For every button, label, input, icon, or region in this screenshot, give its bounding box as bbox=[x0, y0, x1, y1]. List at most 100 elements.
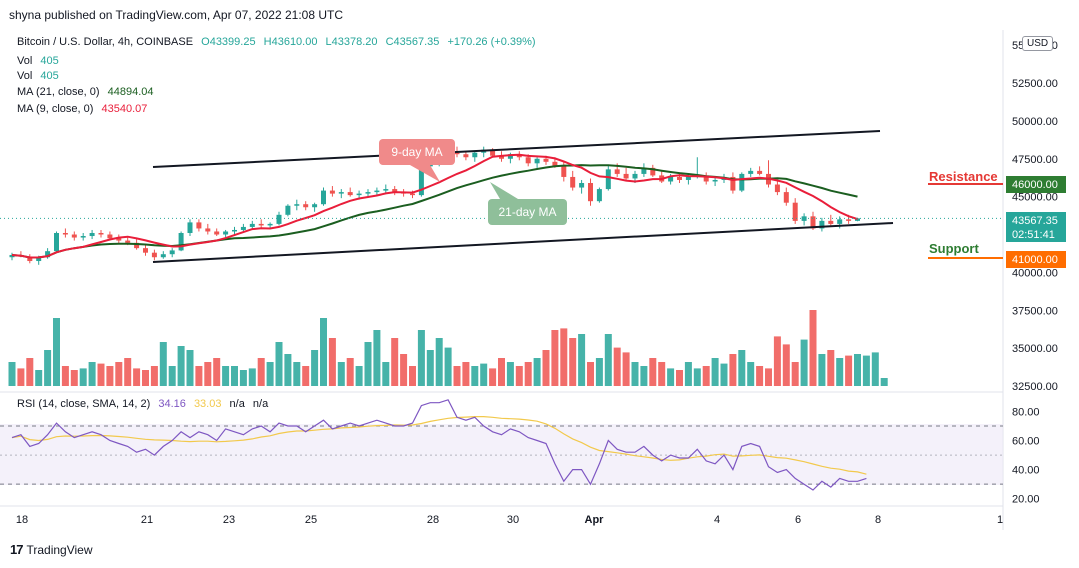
volume-bar bbox=[124, 358, 132, 386]
volume-bar bbox=[409, 366, 416, 386]
volume-bar bbox=[257, 358, 265, 386]
volume-bar bbox=[35, 370, 43, 386]
rsi-sma-value: 33.03 bbox=[193, 398, 222, 410]
candle-body bbox=[62, 232, 68, 235]
volume-bar bbox=[480, 363, 488, 386]
currency-badge[interactable]: USD bbox=[1022, 36, 1054, 51]
volume-bar bbox=[444, 347, 452, 386]
volume-bar bbox=[328, 338, 336, 386]
rsi-pane: 80.00 60.00 40.00 20.00 bbox=[0, 399, 1040, 506]
ma21-value: 44894.04 bbox=[107, 86, 154, 98]
volume-bar bbox=[133, 368, 141, 386]
volume-bar bbox=[818, 354, 826, 386]
candle-body bbox=[828, 220, 834, 224]
candle-body bbox=[125, 240, 131, 243]
candle-body bbox=[329, 190, 335, 194]
low-value: L43378.20 bbox=[325, 36, 378, 48]
volume-bar bbox=[97, 363, 105, 386]
candle-body bbox=[810, 216, 816, 229]
candle-body bbox=[677, 176, 682, 180]
volume-bar bbox=[854, 354, 861, 386]
ma21-callout-pointer bbox=[490, 182, 518, 199]
volume-bar bbox=[702, 366, 710, 386]
candle-body bbox=[347, 192, 353, 196]
vol-value-2: 405 bbox=[40, 70, 59, 82]
volume-bar bbox=[640, 366, 648, 386]
volume-bar bbox=[622, 352, 630, 386]
rsi-label: RSI (14, close, SMA, 14, 2) bbox=[17, 398, 151, 410]
tradingview-brand[interactable]: 17 TradingView bbox=[10, 542, 93, 557]
time-tick-label: 25 bbox=[305, 514, 317, 526]
candle-body bbox=[383, 189, 389, 191]
time-tick-label: 21 bbox=[141, 514, 153, 526]
candle-body bbox=[499, 155, 504, 159]
volume-bar bbox=[373, 330, 381, 386]
candle-body bbox=[27, 256, 33, 262]
volume-bar bbox=[462, 362, 470, 386]
volume-bar bbox=[729, 354, 737, 386]
last-price-tag-text: 43567.35 bbox=[1012, 215, 1058, 227]
support-price-tag bbox=[1006, 251, 1066, 268]
volume-bar bbox=[693, 368, 701, 386]
candle-body bbox=[855, 218, 860, 221]
time-tick-label: 8 bbox=[875, 514, 881, 526]
candle-body bbox=[552, 161, 558, 167]
volume-bar bbox=[871, 352, 879, 386]
volume-bar bbox=[239, 370, 247, 386]
open-value: O43399.25 bbox=[201, 36, 256, 48]
candle-body bbox=[151, 252, 157, 258]
candle-body bbox=[516, 154, 522, 158]
volume-bar bbox=[150, 366, 158, 386]
candle-body bbox=[783, 192, 789, 203]
volume-bar bbox=[533, 358, 541, 386]
volume-bar bbox=[337, 362, 345, 386]
candle-body bbox=[490, 149, 496, 156]
candle-body bbox=[134, 242, 140, 249]
indicator-lines bbox=[0, 130, 1003, 263]
volume-bar bbox=[800, 339, 808, 386]
support-label: Support bbox=[929, 241, 979, 256]
volume-bar bbox=[177, 346, 185, 386]
candle-body bbox=[89, 232, 95, 237]
volume-bar bbox=[61, 366, 69, 386]
volume-bar bbox=[684, 362, 692, 386]
ma9-legend: MA (9, close, 0) 43540.07 bbox=[17, 103, 152, 115]
volume-bar bbox=[720, 363, 728, 386]
rsi-sma-line bbox=[11, 416, 867, 475]
resistance-label: Resistance bbox=[929, 169, 998, 184]
volume-bar bbox=[222, 366, 230, 386]
rsi-tick-label: 20.00 bbox=[1012, 494, 1040, 506]
volume-bar bbox=[613, 347, 621, 386]
price-tick-label: 32500.00 bbox=[1012, 381, 1058, 393]
volume-bar bbox=[498, 358, 505, 386]
candle-body bbox=[454, 152, 460, 155]
volume-bar bbox=[275, 342, 283, 386]
volume-bar bbox=[756, 366, 764, 386]
close-value: C43567.35 bbox=[385, 36, 440, 48]
ma21-legend: MA (21, close, 0) 44894.04 bbox=[17, 86, 159, 98]
volume-bar bbox=[471, 366, 479, 386]
volume-bar bbox=[79, 368, 87, 386]
candle-body bbox=[169, 250, 175, 255]
volume-bar bbox=[400, 354, 408, 386]
ma9-callout-box bbox=[379, 139, 455, 165]
candle-body bbox=[303, 204, 309, 208]
rsi-tick-label: 80.00 bbox=[1012, 406, 1040, 418]
volume-bar bbox=[711, 358, 719, 386]
candle-body bbox=[596, 189, 602, 202]
volume-bar bbox=[248, 368, 256, 386]
candle-body bbox=[534, 158, 540, 164]
candle-body bbox=[249, 223, 255, 227]
volume-bar bbox=[320, 318, 327, 386]
time-tick-label: 1 bbox=[997, 514, 1003, 526]
upper-channel-line bbox=[152, 130, 881, 168]
time-tick-label: 6 bbox=[795, 514, 801, 526]
volume-bar bbox=[426, 350, 434, 386]
candle-body bbox=[668, 176, 674, 182]
lower-channel-line bbox=[152, 222, 894, 263]
candle-body bbox=[792, 202, 798, 221]
volume-bar bbox=[862, 355, 870, 386]
high-value: H43610.00 bbox=[263, 36, 318, 48]
volume-bar bbox=[631, 362, 639, 386]
